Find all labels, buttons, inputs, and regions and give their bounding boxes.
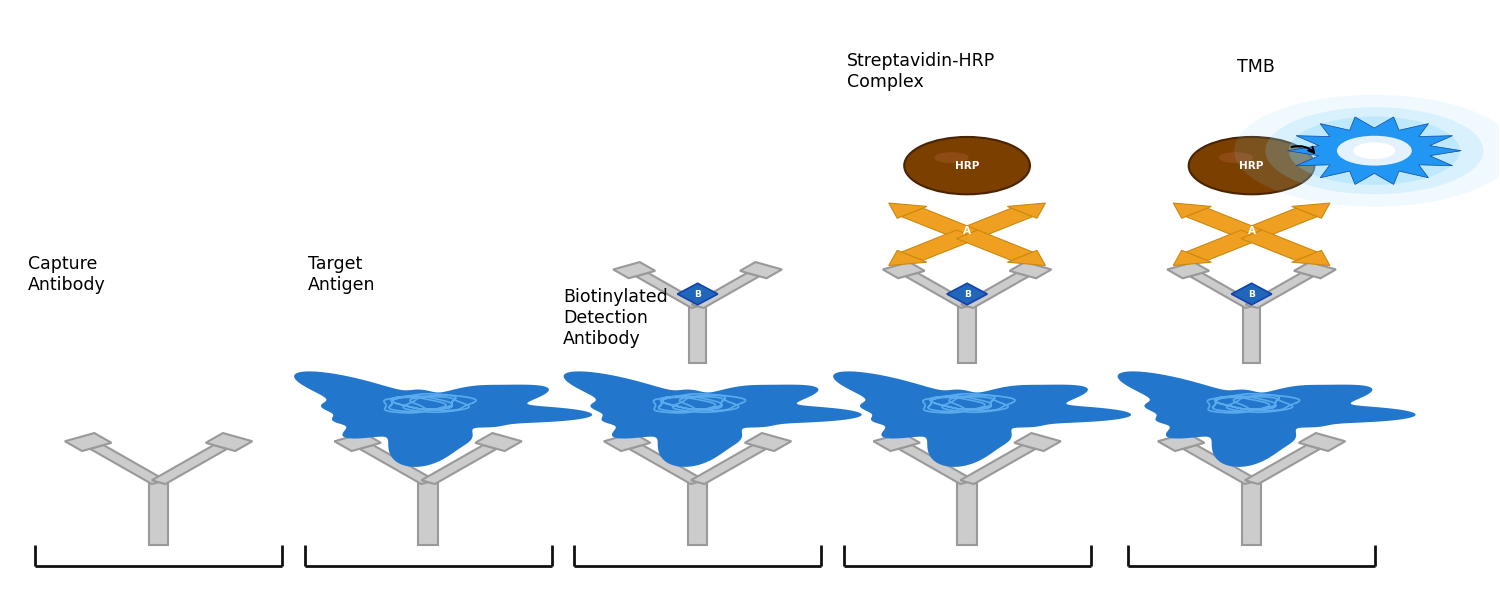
Bar <box>148 482 168 545</box>
Polygon shape <box>206 433 252 451</box>
Bar <box>957 482 976 545</box>
Polygon shape <box>564 371 861 467</box>
Polygon shape <box>334 433 381 451</box>
Polygon shape <box>744 433 792 451</box>
Text: HRP: HRP <box>1239 161 1264 170</box>
Bar <box>958 306 976 363</box>
Polygon shape <box>1240 230 1317 260</box>
Polygon shape <box>890 203 927 218</box>
Polygon shape <box>1287 117 1461 184</box>
Polygon shape <box>882 262 924 278</box>
Polygon shape <box>360 445 435 484</box>
Polygon shape <box>957 208 1032 239</box>
Polygon shape <box>1245 445 1320 484</box>
Polygon shape <box>1014 433 1060 451</box>
Polygon shape <box>962 273 1029 308</box>
Polygon shape <box>1167 262 1209 278</box>
Polygon shape <box>1186 208 1262 239</box>
Polygon shape <box>1292 203 1330 218</box>
Ellipse shape <box>1288 116 1460 185</box>
Polygon shape <box>902 230 978 260</box>
Polygon shape <box>1232 283 1272 305</box>
Polygon shape <box>1292 250 1330 266</box>
Polygon shape <box>692 445 766 484</box>
Polygon shape <box>614 262 656 278</box>
Polygon shape <box>833 371 1131 467</box>
Polygon shape <box>152 445 226 484</box>
Ellipse shape <box>1188 137 1314 194</box>
Polygon shape <box>1190 273 1257 308</box>
Polygon shape <box>1158 433 1204 451</box>
Polygon shape <box>294 371 592 467</box>
Text: Streptavidin-HRP
Complex: Streptavidin-HRP Complex <box>847 52 996 91</box>
Bar <box>1244 306 1260 363</box>
Polygon shape <box>1240 208 1317 239</box>
Polygon shape <box>960 445 1035 484</box>
Ellipse shape <box>1353 142 1395 159</box>
Polygon shape <box>873 433 919 451</box>
Polygon shape <box>678 283 718 305</box>
Text: HRP: HRP <box>956 161 980 170</box>
Polygon shape <box>628 445 705 484</box>
Polygon shape <box>1008 203 1046 218</box>
Text: B: B <box>963 290 970 299</box>
Polygon shape <box>90 445 165 484</box>
Text: A: A <box>963 226 970 236</box>
Text: Target
Antigen: Target Antigen <box>309 255 376 294</box>
Polygon shape <box>422 445 497 484</box>
Ellipse shape <box>1336 136 1412 166</box>
Polygon shape <box>636 273 704 308</box>
Polygon shape <box>1299 433 1346 451</box>
Polygon shape <box>692 273 759 308</box>
Polygon shape <box>1118 371 1416 467</box>
Ellipse shape <box>904 137 1030 194</box>
Text: TMB: TMB <box>1236 58 1275 76</box>
Text: B: B <box>694 290 700 299</box>
Polygon shape <box>1173 250 1212 266</box>
Bar <box>688 306 706 363</box>
Polygon shape <box>902 208 978 239</box>
Polygon shape <box>1173 203 1212 218</box>
Text: Capture
Antibody: Capture Antibody <box>28 255 106 294</box>
Ellipse shape <box>1218 152 1252 163</box>
Polygon shape <box>476 433 522 451</box>
Polygon shape <box>604 433 651 451</box>
Polygon shape <box>906 273 974 308</box>
Polygon shape <box>946 283 987 305</box>
Bar <box>419 482 438 545</box>
Polygon shape <box>1186 230 1262 260</box>
Ellipse shape <box>934 152 969 163</box>
Polygon shape <box>64 433 111 451</box>
Bar <box>1242 482 1262 545</box>
Ellipse shape <box>1266 107 1484 194</box>
Polygon shape <box>1010 262 1052 278</box>
Polygon shape <box>740 262 782 278</box>
Polygon shape <box>1294 262 1336 278</box>
Polygon shape <box>1245 273 1314 308</box>
Text: Biotinylated
Detection
Antibody: Biotinylated Detection Antibody <box>562 288 668 347</box>
Text: A: A <box>1248 226 1256 236</box>
Polygon shape <box>957 230 1032 260</box>
Bar <box>688 482 708 545</box>
Polygon shape <box>1008 250 1046 266</box>
Polygon shape <box>890 250 927 266</box>
Polygon shape <box>1184 445 1258 484</box>
Ellipse shape <box>1234 95 1500 206</box>
Polygon shape <box>898 445 974 484</box>
Text: B: B <box>1248 290 1256 299</box>
